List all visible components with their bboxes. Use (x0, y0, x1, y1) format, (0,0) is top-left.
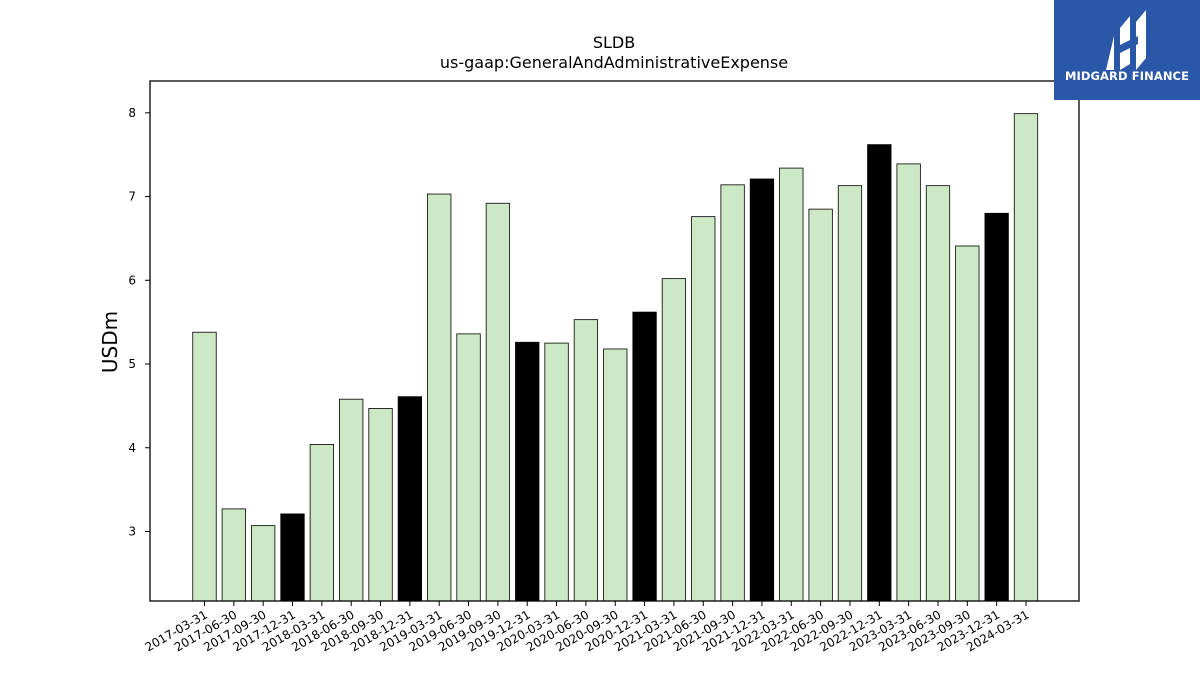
bar-2019-12-31 (515, 341, 540, 602)
bar-2017-12-31 (280, 513, 305, 602)
bar-2017-06-30 (221, 508, 246, 602)
y-tick-label: 7 (128, 190, 136, 204)
bar-2022-09-30 (837, 185, 863, 602)
bar-2018-03-31 (309, 444, 334, 602)
logo-text: MIDGARD FINANCE (1064, 69, 1190, 83)
bar-2022-03-31 (779, 167, 804, 602)
bar-2019-06-30 (456, 333, 481, 602)
bar-2024-03-31 (1013, 113, 1039, 602)
bar-2020-12-31 (632, 311, 657, 602)
y-tick-label: 5 (128, 357, 136, 371)
x-axis-ticks: 2017-03-312017-06-302017-09-302017-12-31… (143, 601, 1032, 654)
y-tick-label: 6 (128, 273, 136, 287)
bar-2018-09-30 (368, 408, 393, 602)
bar-2023-03-31 (896, 163, 921, 602)
bar-2019-09-30 (485, 202, 511, 602)
y-tick-label: 8 (128, 106, 136, 120)
bar-2020-03-31 (544, 342, 569, 602)
bar-2023-06-30 (925, 185, 951, 602)
chart-title: SLDB (593, 33, 635, 52)
y-axis-label: USDm (98, 311, 122, 373)
bar-2021-06-30 (691, 216, 716, 602)
midgard-logo-mark-icon (1106, 10, 1146, 70)
bar-2018-06-30 (339, 398, 364, 602)
y-tick-label: 3 (128, 525, 136, 539)
bar-2021-09-30 (720, 184, 745, 602)
bar-2019-03-31 (427, 193, 452, 602)
bar-2018-12-31 (397, 396, 423, 602)
chart-subtitle: us-gaap:GeneralAndAdministrativeExpense (440, 53, 788, 72)
y-tick-label: 4 (128, 441, 136, 455)
bar-2022-06-30 (808, 208, 833, 602)
bar-2023-09-30 (955, 245, 980, 602)
bar-2020-06-30 (573, 319, 599, 602)
plot-frame (149, 80, 1080, 602)
bars-group (192, 113, 1039, 602)
bar-2021-03-31 (661, 278, 687, 602)
bar-2017-03-31 (192, 331, 217, 602)
midgard-finance-logo: MIDGARD FINANCE (1054, 0, 1200, 100)
bar-2021-12-31 (749, 178, 775, 602)
bar-2017-09-30 (251, 525, 276, 602)
bar-2020-09-30 (603, 348, 628, 602)
y-axis-ticks: 3 4 5 6 7 8 (128, 106, 150, 539)
bar-2022-12-31 (867, 144, 892, 602)
bar-2023-12-31 (984, 212, 1009, 602)
